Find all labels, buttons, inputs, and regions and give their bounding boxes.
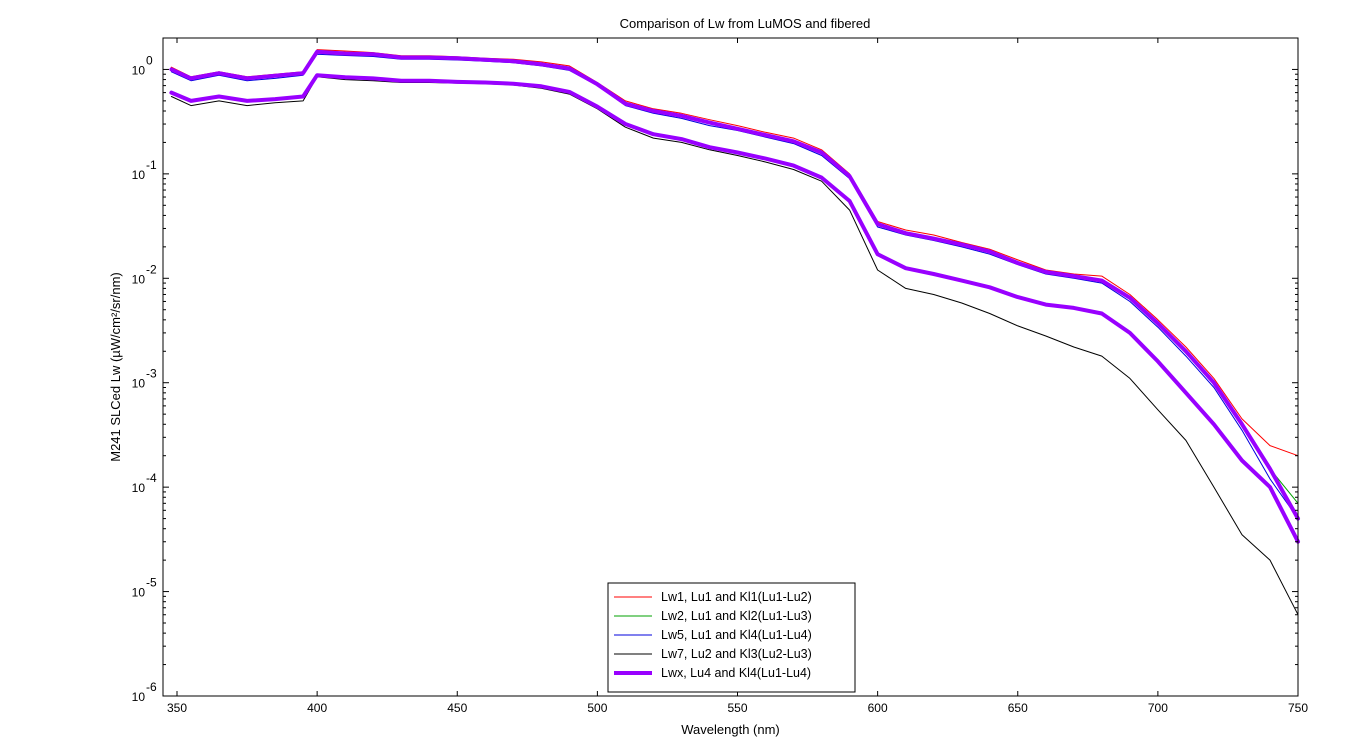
x-tick-label: 500 <box>587 701 607 715</box>
x-axis-label: Wavelength (nm) <box>681 722 780 737</box>
series-layer <box>169 49 1300 616</box>
y-tick-base: 10 <box>132 481 146 495</box>
chart-title: Comparison of Lw from LuMOS and fibered <box>620 16 871 31</box>
y-tick-base: 10 <box>132 168 146 182</box>
legend-entry-label: Lwx, Lu4 and Kl4(Lu1-Lu4) <box>661 666 811 680</box>
y-tick-base: 10 <box>132 377 146 391</box>
legend-entry-label: Lw7, Lu2 and Kl3(Lu2-Lu3) <box>661 647 812 661</box>
legend-entry-label: Lw1, Lu1 and Kl1(Lu1-Lu2) <box>661 590 812 604</box>
series-line-5 <box>169 73 1300 544</box>
ticks-layer: 350 400 450 500 550 600 650 700 75010010-110-210… <box>132 37 1308 715</box>
y-tick-exponent: -3 <box>146 367 157 381</box>
y-tick-base: 10 <box>132 690 146 704</box>
series-line-2 <box>170 53 1299 520</box>
x-tick-label: 750 <box>1288 701 1308 715</box>
y-tick-exponent: -2 <box>146 262 157 276</box>
y-tick-base: 10 <box>132 63 146 77</box>
x-tick-label: 600 <box>868 701 888 715</box>
y-tick-exponent: -1 <box>146 158 157 172</box>
y-tick-exponent: -4 <box>146 471 157 485</box>
legend: Lw1, Lu1 and Kl1(Lu1-Lu2) Lw2, Lu1 and Kl… <box>607 582 856 693</box>
series-line-0 <box>170 49 1299 457</box>
series-line-3 <box>170 76 1299 616</box>
axes-frame <box>162 37 1299 697</box>
legend-entry-label: Lw2, Lu1 and Kl2(Lu1-Lu3) <box>661 609 812 623</box>
y-tick-exponent: 0 <box>146 53 153 67</box>
y-tick-base: 10 <box>132 272 146 286</box>
y-tick-exponent: -6 <box>146 680 157 694</box>
x-tick-label: 350 <box>167 701 187 715</box>
y-axis-label: M241 SLCed Lw (µW/cm²/sr/nm) <box>108 272 123 462</box>
y-tick-base: 10 <box>132 586 146 600</box>
x-tick-label: 700 <box>1148 701 1168 715</box>
series-line-4 <box>169 49 1300 521</box>
x-tick-label: 650 <box>1008 701 1028 715</box>
x-tick-label: 550 <box>727 701 747 715</box>
x-tick-label: 400 <box>307 701 327 715</box>
x-tick-label: 450 <box>447 701 467 715</box>
y-tick-exponent: -5 <box>146 576 157 590</box>
legend-entry-label: Lw5, Lu1 and Kl4(Lu1-Lu4) <box>661 628 812 642</box>
